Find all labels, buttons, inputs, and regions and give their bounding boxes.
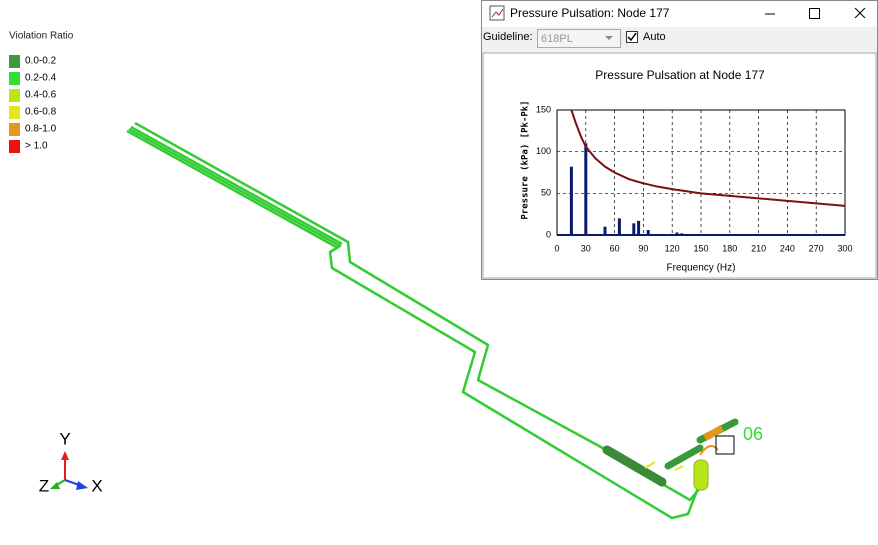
x-tick-label: 300 (837, 243, 852, 253)
node-marker (715, 435, 735, 455)
legend-label: 0.0-0.2 (25, 56, 57, 67)
pipe (128, 127, 700, 520)
guideline-value: 618PL (541, 33, 573, 45)
legend-label: 0.4-0.6 (25, 90, 57, 101)
x-tick-label: 150 (693, 243, 708, 253)
spectrum-bar (680, 233, 684, 235)
bottle (693, 459, 709, 491)
legend-swatch (9, 123, 20, 136)
y-axis-title: Pressure (kPa) [Pk-Pk] (521, 100, 531, 219)
spectrum-bar (603, 226, 607, 235)
legend: 0.0-0.2 0.2-0.4 0.4-0.6 0.6-0.8 0.8-1.0 > 1.0 (9, 55, 57, 153)
node-label: 06 (743, 424, 763, 444)
auto-label: Auto (643, 31, 666, 43)
guideline-select[interactable] (537, 29, 621, 48)
dropdown-arrow (605, 36, 613, 40)
legend-label: > 1.0 (25, 141, 48, 152)
x-tick-label: 270 (809, 243, 824, 253)
chart-window: Pressure Pulsation: Node 177 Guideline: … (481, 0, 878, 280)
legend-swatch (9, 72, 20, 85)
x-axis-title: Frequency (Hz) (667, 263, 736, 274)
x-tick-label: 0 (554, 243, 559, 253)
pipe (130, 125, 343, 246)
legend-label: 0.6-0.8 (25, 107, 57, 118)
close-button[interactable] (854, 7, 866, 19)
arrow-head (61, 451, 69, 460)
x-tick-label: 120 (665, 243, 680, 253)
legend-swatch (9, 55, 20, 68)
vessel-hot (703, 424, 724, 442)
x-tick-label: 60 (610, 243, 620, 253)
x-tick-label: 210 (751, 243, 766, 253)
axis-z-label: Z (39, 476, 49, 495)
y-tick-label: 0 (546, 229, 551, 239)
y-tick-label: 150 (536, 104, 551, 114)
spectrum-bar (637, 220, 641, 235)
pipe (126, 129, 339, 250)
guideline-label: Guideline: (483, 31, 533, 43)
legend-swatch (9, 140, 20, 153)
vessel (602, 445, 667, 487)
spectrum-bar (646, 230, 650, 235)
chart-panel (482, 52, 877, 279)
maximize-button[interactable] (809, 8, 820, 19)
pipe-hot (699, 445, 719, 456)
legend-swatch (9, 106, 20, 119)
chart-title: Pressure Pulsation at Node 177 (595, 68, 765, 82)
guideline-curve (570, 109, 846, 207)
axis-x-label: X (91, 476, 102, 495)
arrow-head (76, 481, 88, 490)
x-tick-label: 240 (780, 243, 795, 253)
vessel (664, 444, 704, 470)
spectrum-bar (632, 223, 636, 235)
x-tick-label: 30 (581, 243, 591, 253)
x-tick-label: 90 (638, 243, 648, 253)
axis-y-label: Y (59, 429, 70, 448)
arrow-head (50, 482, 60, 489)
spectrum-bar (675, 232, 679, 235)
auto-checkbox[interactable] (626, 31, 638, 43)
title-bar (482, 1, 877, 27)
legend-title: Violation Ratio (9, 31, 74, 42)
piping-model (126, 121, 739, 520)
y-tick-label: 50 (541, 188, 551, 198)
spectrum-bar (617, 218, 621, 235)
checkmark (627, 32, 637, 42)
spectrum-bar (569, 166, 573, 235)
pipe (134, 121, 611, 454)
plot-area: 0 50 100 150 0 30 60 90 120 150 180 210 240 270 300 (536, 104, 853, 253)
legend-label: 0.8-1.0 (25, 124, 57, 135)
axis-triad: Y X Z (39, 429, 103, 495)
support (644, 461, 684, 471)
spectrum-bar (584, 143, 588, 235)
legend-label: 0.2-0.4 (25, 73, 57, 84)
window-title: Pressure Pulsation: Node 177 (510, 6, 670, 20)
x-tick-label: 180 (722, 243, 737, 253)
window-icon-graph (491, 8, 504, 18)
y-tick-label: 100 (536, 146, 551, 156)
legend-swatch (9, 89, 20, 102)
